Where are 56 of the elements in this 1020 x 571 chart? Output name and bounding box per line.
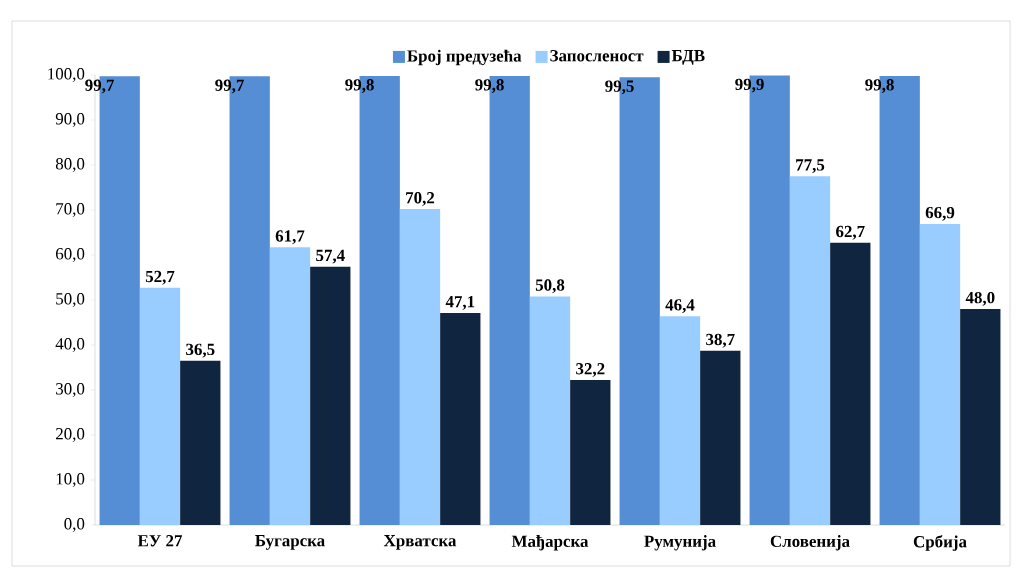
data-label: 66,9 bbox=[925, 206, 955, 221]
data-label: 99,8 bbox=[345, 79, 374, 93]
bar bbox=[529, 296, 571, 525]
bar bbox=[399, 209, 441, 525]
bar bbox=[269, 247, 311, 525]
data-label: 52,7 bbox=[145, 270, 175, 285]
data-label: 47,1 bbox=[445, 296, 475, 310]
y-tick-label: 50,0 bbox=[56, 293, 85, 307]
x-tick-label: Словенија bbox=[770, 535, 850, 551]
data-label: 50,8 bbox=[535, 279, 565, 294]
legend-label: Број предузећа bbox=[407, 49, 522, 66]
bar bbox=[700, 350, 741, 525]
bar bbox=[659, 316, 701, 525]
bar bbox=[789, 176, 831, 525]
y-tick-label: 20,0 bbox=[56, 428, 85, 442]
y-tick-label: 0,0 bbox=[64, 518, 85, 532]
y-tick-label: 40,0 bbox=[55, 338, 85, 352]
data-label: 77,5 bbox=[796, 159, 825, 174]
x-tick-label: Румунија bbox=[644, 535, 716, 551]
bar bbox=[440, 313, 481, 525]
data-label: 70,2 bbox=[406, 192, 435, 206]
data-label: 62,7 bbox=[836, 225, 865, 240]
data-label: 99,7 bbox=[85, 79, 114, 94]
legend-label: Запосленост bbox=[550, 50, 644, 62]
data-label: 99,5 bbox=[605, 80, 634, 95]
bar bbox=[139, 287, 181, 525]
data-label: 99,7 bbox=[215, 79, 244, 94]
data-label: 57,4 bbox=[316, 249, 345, 264]
x-tick-label: Хрватска bbox=[383, 535, 457, 550]
bar bbox=[570, 380, 611, 525]
bar bbox=[919, 223, 961, 525]
y-tick-label: 80,0 bbox=[55, 158, 85, 172]
data-label: 48,0 bbox=[965, 291, 995, 306]
data-label: 99,9 bbox=[735, 78, 764, 93]
x-tick-label: Србија bbox=[913, 535, 967, 551]
data-label: 46,4 bbox=[665, 299, 695, 313]
y-tick-label: 100,0 bbox=[48, 68, 85, 82]
bar bbox=[830, 242, 871, 525]
y-tick-label: 30,0 bbox=[56, 383, 85, 397]
legend-label: БДВ bbox=[671, 50, 705, 65]
data-label: 99,8 bbox=[865, 79, 894, 93]
data-label: 38,7 bbox=[706, 333, 735, 348]
data-label: 36,5 bbox=[186, 343, 215, 358]
x-tick-label: Мађарска bbox=[511, 535, 589, 551]
bar bbox=[180, 360, 221, 525]
y-tick-label: 90,0 bbox=[55, 113, 85, 127]
data-label: 32,2 bbox=[576, 363, 605, 377]
y-tick-label: 70,0 bbox=[56, 203, 85, 217]
data-label: 99,8 bbox=[475, 79, 504, 93]
x-tick-label: ЕУ 27 bbox=[137, 535, 183, 547]
x-tick-label: Бугарска bbox=[255, 535, 325, 550]
bar bbox=[310, 266, 351, 525]
data-label: 61,7 bbox=[275, 230, 305, 245]
y-tick-label: 60,0 bbox=[56, 248, 85, 262]
bar bbox=[960, 309, 1001, 525]
y-tick-label: 10,0 bbox=[56, 473, 85, 487]
